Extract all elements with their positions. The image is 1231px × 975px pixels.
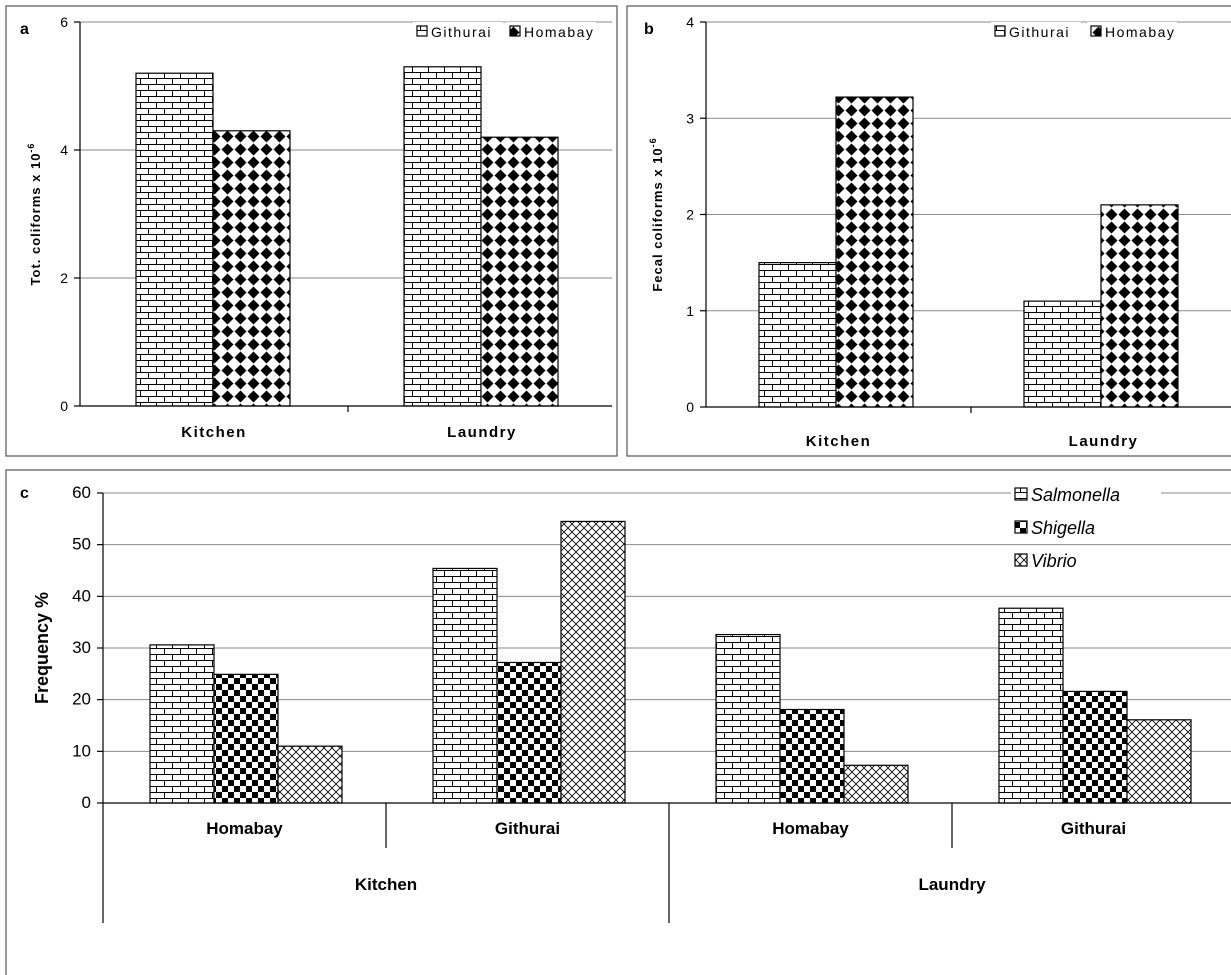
chart-b-ytick-label: 2 <box>686 207 694 223</box>
chart-b-legend: Githurai Homabay <box>991 22 1177 42</box>
panel-b-label: b <box>644 21 654 38</box>
chart-a-bar <box>403 66 482 407</box>
chart-c-bar <box>432 567 498 804</box>
chart-c-group-label: Laundry <box>918 875 986 894</box>
chart-b-category-label: Kitchen <box>806 433 872 450</box>
chart-a-bar <box>135 72 214 407</box>
chart-c-bar <box>560 520 626 804</box>
chart-c-ylabel: Frequency % <box>32 592 52 704</box>
chart-a-legend: Githurai Homabay <box>413 22 596 42</box>
chart-c-bar <box>496 661 562 804</box>
chart-c-ytick-label: 0 <box>82 793 91 812</box>
chart-c-ytick-label: 60 <box>72 483 91 502</box>
chart-c-bar <box>277 745 343 804</box>
chart-c-bar <box>998 607 1064 804</box>
chart-c-ytick-label: 10 <box>72 741 91 760</box>
chart-c-bar <box>149 644 215 804</box>
chart-c-bar <box>843 764 909 804</box>
chart-b-bar <box>1023 300 1102 408</box>
panel-c-label: c <box>20 485 29 502</box>
chart-c-legend: Salmonella Shigella Vibrio <box>1011 485 1161 572</box>
chart-c-bar <box>1126 719 1192 804</box>
chart-b-category-label: Laundry <box>1069 433 1139 450</box>
chart-c-category-label: Githurai <box>495 819 560 838</box>
chart-b-ytick-label: 0 <box>686 399 694 415</box>
chart-a-legend-bg <box>413 22 503 42</box>
chart-a-legend-label: Githurai <box>431 24 492 40</box>
chart-c-group-label: Kitchen <box>355 875 417 894</box>
chart-a-category-label: Kitchen <box>181 424 247 441</box>
chart-b-ytick-label: 1 <box>686 303 694 319</box>
chart-c-ytick-label: 40 <box>72 586 91 605</box>
chart-c-category-label: Homabay <box>772 819 849 838</box>
chart-c-category-label: Homabay <box>206 819 283 838</box>
chart-c-legend-bg <box>1011 486 1161 506</box>
chart-a-legend-label: Homabay <box>524 24 594 40</box>
chart-c-bar <box>213 673 279 804</box>
chart-b-ytick-label: 3 <box>686 110 694 126</box>
chart-a-ytick-label: 4 <box>60 142 68 158</box>
chart-b-legend-label: Githurai <box>1009 24 1070 40</box>
chart-b-ytick-label: 4 <box>686 14 694 30</box>
panel-a-label: a <box>20 21 29 38</box>
chart-b-legend-swatch <box>1090 25 1102 37</box>
chart-c-category-label: Githurai <box>1061 819 1126 838</box>
chart-c-bar <box>779 708 845 804</box>
chart-a-category-label: Laundry <box>447 424 517 441</box>
chart-c-legend-swatch <box>1014 487 1028 501</box>
chart-c-ytick-label: 20 <box>72 690 91 709</box>
chart-a-ylabel: Tot. coliforms x 10-6 <box>26 143 43 286</box>
chart-b: 0 1 2 3 4 Githurai Homabay Kitchen Laundry Fecal … <box>648 14 1231 450</box>
chart-c-legend-swatch <box>1014 520 1028 534</box>
chart-b-bar <box>758 262 837 408</box>
chart-a-legend-swatch <box>416 25 428 37</box>
chart-b-legend-bg <box>991 22 1081 42</box>
chart-a-bar <box>212 130 291 407</box>
chart-b-legend-bg <box>1087 22 1177 42</box>
chart-a-legend-bg <box>506 22 596 42</box>
chart-c-legend-bg <box>1011 519 1161 539</box>
chart-a-ytick-label: 2 <box>60 270 68 286</box>
chart-b-legend-label: Homabay <box>1105 24 1175 40</box>
chart-c: 0 10 20 30 40 50 60 Salmonella Shigella Vibrio Hom… <box>32 483 1231 923</box>
chart-a-legend-swatch <box>509 25 521 37</box>
chart-c-ytick-label: 50 <box>72 535 91 554</box>
chart-c-legend-label: Shigella <box>1031 518 1095 538</box>
chart-c-legend-label: Salmonella <box>1031 485 1120 505</box>
chart-b-legend-swatch <box>994 25 1006 37</box>
chart-c-legend-label: Vibrio <box>1031 551 1077 571</box>
chart-c-ytick-label: 30 <box>72 638 91 657</box>
chart-a-ytick-label: 6 <box>60 14 68 30</box>
chart-b-ylabel: Fecal coliforms x 10-6 <box>648 137 665 291</box>
chart-b-bar <box>835 96 914 408</box>
chart-a: 0 2 4 6 Githurai Homabay Kitchen Laundry Tot. co… <box>26 14 612 441</box>
chart-c-legend-swatch <box>1014 553 1028 567</box>
chart-c-legend-bg <box>1011 552 1161 572</box>
chart-c-bar <box>715 633 781 804</box>
chart-b-bar <box>1100 204 1179 408</box>
chart-a-ytick-label: 0 <box>60 398 68 414</box>
chart-c-bar <box>1062 690 1128 804</box>
chart-a-bar <box>480 136 559 407</box>
